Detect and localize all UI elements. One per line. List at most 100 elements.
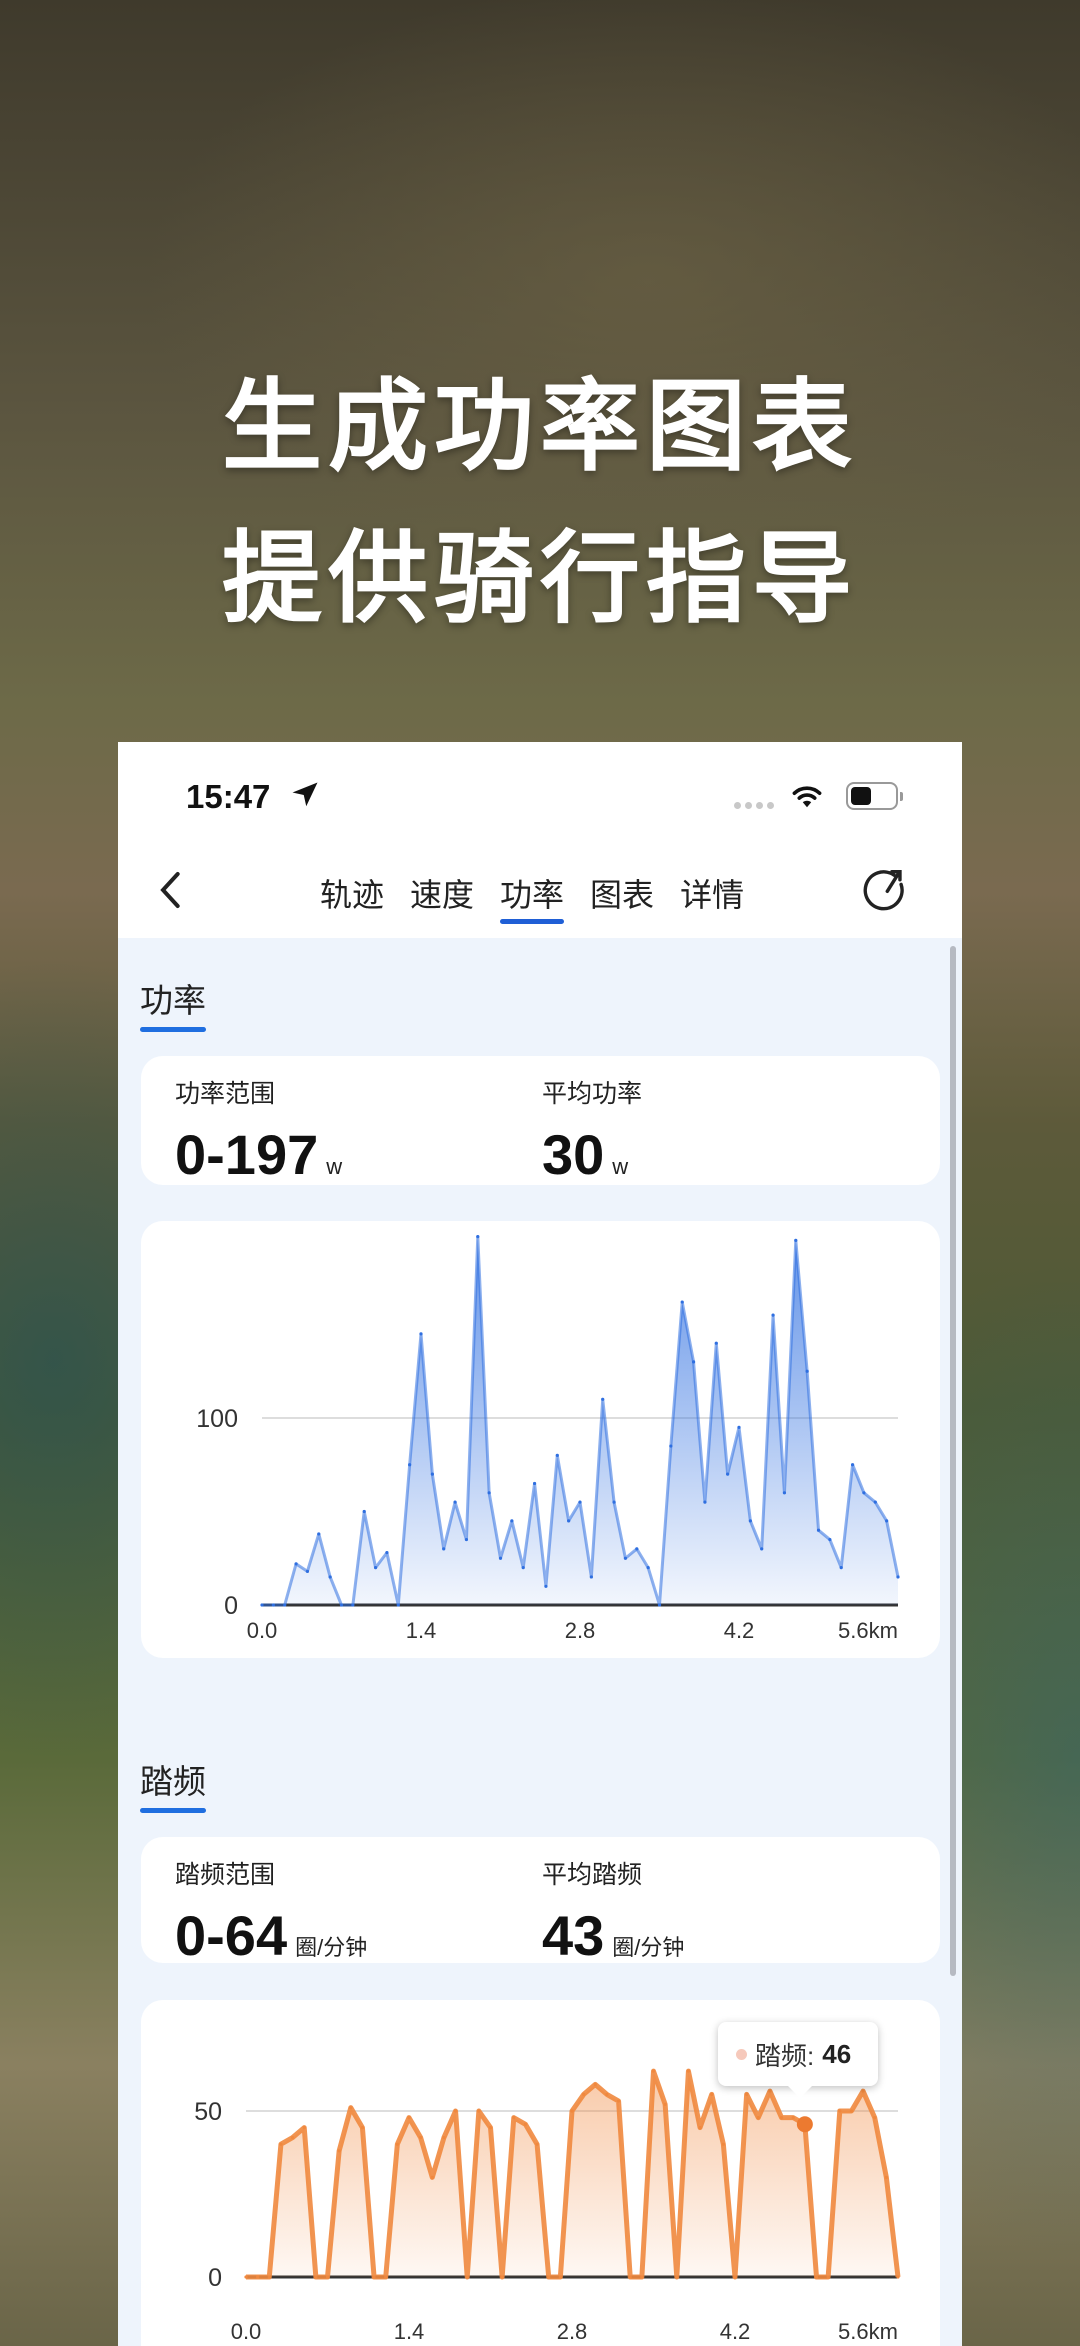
- x-tick-label: 2.8: [557, 2319, 588, 2344]
- data-point: [578, 1500, 582, 1504]
- data-point: [884, 2175, 888, 2179]
- x-tick-label: 2.8: [565, 1618, 596, 1643]
- data-point: [396, 1603, 400, 1607]
- data-point: [453, 2109, 458, 2113]
- section-title-power: 功率: [140, 974, 206, 1032]
- chevron-left-icon[interactable]: [156, 870, 186, 910]
- data-point: [279, 2142, 283, 2146]
- data-point: [675, 2275, 679, 2279]
- data-point: [408, 1463, 412, 1467]
- data-point: [544, 1584, 548, 1588]
- x-tick-label: 1.4: [406, 1618, 437, 1643]
- data-point: [372, 2275, 376, 2279]
- data-point: [558, 2275, 562, 2279]
- data-point: [523, 2122, 528, 2126]
- data-point: [873, 2116, 877, 2120]
- data-point: [794, 1238, 798, 1242]
- tab-power[interactable]: 功率: [500, 870, 565, 924]
- tab-details[interactable]: 详情: [680, 877, 745, 913]
- data-point: [351, 1603, 355, 1607]
- data-point: [464, 1537, 469, 1542]
- cadence-chart[interactable]: 0 50 0.0 1.4 2.8 4.2 5.6km: [141, 2000, 940, 2346]
- highlight-point: [796, 2116, 813, 2133]
- data-point: [256, 2275, 260, 2279]
- scrollbar[interactable]: [950, 946, 956, 1976]
- tooltip-value: 46: [822, 2038, 852, 2069]
- series-area: [262, 1236, 898, 1605]
- data-point: [407, 2116, 411, 2120]
- data-point: [570, 2109, 574, 2113]
- data-point: [430, 2175, 434, 2179]
- data-point: [669, 1444, 673, 1448]
- data-point: [535, 2142, 539, 2146]
- data-point: [698, 2126, 702, 2130]
- cadence-stats-card: 踏频范围 0-64 圈/分钟 平均踏频 43 圈/分钟: [141, 1837, 940, 1967]
- wifi-icon: [792, 786, 822, 808]
- power-range-value: 0-197: [175, 1123, 319, 1186]
- data-point: [555, 1453, 559, 1457]
- data-point: [691, 1360, 696, 1364]
- data-point: [512, 2116, 516, 2120]
- data-point: [290, 2135, 295, 2140]
- power-range-unit: w: [326, 1154, 343, 1179]
- data-point: [453, 1500, 457, 1504]
- battery-icon: [846, 782, 903, 810]
- y-tick-label: 50: [194, 2098, 222, 2126]
- data-point: [385, 1551, 389, 1555]
- data-point: [839, 1566, 843, 1570]
- data-point: [703, 1500, 707, 1504]
- tab-speed[interactable]: 速度: [410, 877, 475, 913]
- data-point: [430, 1472, 434, 1476]
- power-chart-card: 0 100 0.0 1.4 2.8 4.2 5.6km: [141, 1221, 940, 1658]
- data-point: [593, 2082, 597, 2087]
- x-tick-label: 0.0: [247, 1618, 278, 1643]
- data-point: [635, 1547, 639, 1551]
- data-point: [779, 2116, 784, 2120]
- data-point: [487, 1491, 491, 1495]
- cadence-range-unit: 圈/分钟: [295, 1935, 368, 1960]
- data-point: [283, 1603, 287, 1607]
- avg-power-label: 平均功率: [542, 1080, 643, 1108]
- data-point: [302, 2126, 306, 2130]
- data-point: [305, 1569, 310, 1573]
- data-point: [873, 1500, 877, 1504]
- data-point: [476, 1235, 480, 1239]
- power-chart[interactable]: 0 100 0.0 1.4 2.8 4.2 5.6km: [141, 1221, 940, 1658]
- data-point: [850, 1463, 855, 1467]
- series-area: [246, 2071, 898, 2277]
- data-point: [816, 1528, 821, 1532]
- x-tick-label: 1.4: [394, 2319, 425, 2344]
- data-point: [442, 2135, 446, 2140]
- tab-charts[interactable]: 图表: [590, 877, 655, 913]
- data-point: [601, 1397, 605, 1401]
- data-point: [244, 2275, 248, 2279]
- tooltip-label: 踏频:: [755, 2040, 815, 2071]
- tab-track[interactable]: 轨迹: [320, 877, 385, 913]
- hero-title-line1: 生成功率图表: [222, 371, 858, 483]
- data-point: [646, 1566, 650, 1570]
- signal-dots-icon: [734, 802, 774, 809]
- share-icon[interactable]: [862, 866, 908, 912]
- data-point: [498, 1556, 503, 1560]
- data-point: [686, 2069, 691, 2073]
- status-time: 15:47: [186, 778, 271, 815]
- data-point: [419, 2135, 423, 2140]
- data-point: [488, 2126, 493, 2130]
- data-point: [612, 1500, 616, 1504]
- data-point: [756, 2116, 760, 2120]
- data-point: [623, 1556, 628, 1560]
- x-tick-label: 5.6km: [838, 1618, 898, 1643]
- data-point: [885, 1519, 889, 1523]
- power-range-label: 功率范围: [175, 1080, 276, 1108]
- data-point: [771, 1313, 775, 1317]
- location-arrow-icon: [292, 782, 318, 807]
- data-point: [384, 2275, 388, 2279]
- data-point: [710, 2092, 714, 2096]
- data-point: [657, 1603, 662, 1607]
- data-point: [360, 2126, 365, 2130]
- data-point: [373, 1566, 378, 1570]
- data-point: [419, 1332, 423, 1336]
- data-point: [589, 1575, 593, 1579]
- data-point: [862, 1491, 866, 1495]
- data-point: [737, 1425, 741, 1429]
